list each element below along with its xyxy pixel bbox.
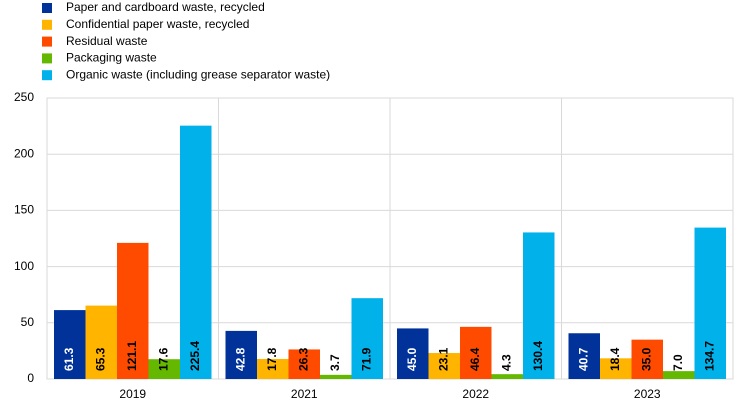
value-label: 45.0: [405, 347, 419, 371]
bar: [148, 359, 180, 379]
value-label: 17.6: [156, 347, 170, 371]
value-label: 26.3: [296, 347, 310, 371]
value-label: 18.4: [608, 347, 622, 371]
value-label: 71.9: [359, 347, 373, 371]
bar: [663, 371, 695, 379]
bar: [460, 326, 492, 379]
legend-label: Packaging waste: [66, 51, 157, 65]
x-tick-label: 2023: [634, 387, 661, 401]
value-label: 3.7: [328, 354, 342, 371]
x-tick-label: 2019: [119, 387, 146, 401]
x-tick-label: 2022: [462, 387, 489, 401]
bar: [600, 358, 632, 379]
y-tick-label: 150: [14, 203, 34, 217]
value-label: 42.8: [233, 347, 247, 371]
bar: [225, 330, 257, 379]
bar: [694, 227, 726, 379]
legend-label: Residual waste: [66, 34, 148, 48]
legend-label: Paper and cardboard waste, recycled: [66, 0, 265, 14]
legend-label: Organic waste (including grease separato…: [66, 67, 330, 81]
value-label: 61.3: [62, 347, 76, 371]
legend-label: Confidential paper waste, recycled: [66, 17, 249, 31]
value-label: 46.4: [468, 347, 482, 371]
y-tick-label: 0: [27, 371, 34, 385]
bar: [397, 328, 429, 379]
value-label: 23.1: [436, 347, 450, 371]
value-label: 17.8: [265, 347, 279, 371]
y-tick-label: 250: [14, 90, 34, 104]
plot-frame: [46, 97, 734, 380]
legend-swatch: [42, 53, 52, 64]
bar: [85, 305, 117, 379]
y-tick-label: 100: [14, 259, 34, 273]
legend-swatch: [42, 70, 52, 81]
bar: [491, 374, 523, 379]
value-label: 225.4: [188, 341, 202, 371]
bar: [351, 298, 383, 379]
value-label: 7.0: [671, 354, 685, 371]
value-label: 4.3: [499, 354, 513, 371]
legend-swatch: [42, 19, 52, 30]
value-label: 121.1: [125, 341, 139, 371]
value-label: 65.3: [93, 347, 107, 371]
bar: [54, 310, 86, 379]
bar: [320, 374, 352, 379]
bar: [428, 353, 460, 379]
legend-swatch: [42, 36, 52, 47]
value-label: 40.7: [576, 347, 590, 371]
y-tick-label: 50: [21, 315, 35, 329]
bar: [568, 333, 600, 379]
y-tick-label: 200: [14, 146, 34, 160]
bar: [288, 349, 320, 379]
x-tick-label: 2021: [291, 387, 318, 401]
value-label: 130.4: [531, 341, 545, 371]
value-label: 35.0: [639, 347, 653, 371]
legend-swatch: [42, 3, 52, 13]
bar: [180, 125, 212, 380]
bar: [631, 339, 663, 379]
bar: [117, 242, 149, 379]
bar: [257, 358, 289, 379]
bar: [523, 232, 555, 379]
value-label: 134.7: [702, 341, 716, 371]
